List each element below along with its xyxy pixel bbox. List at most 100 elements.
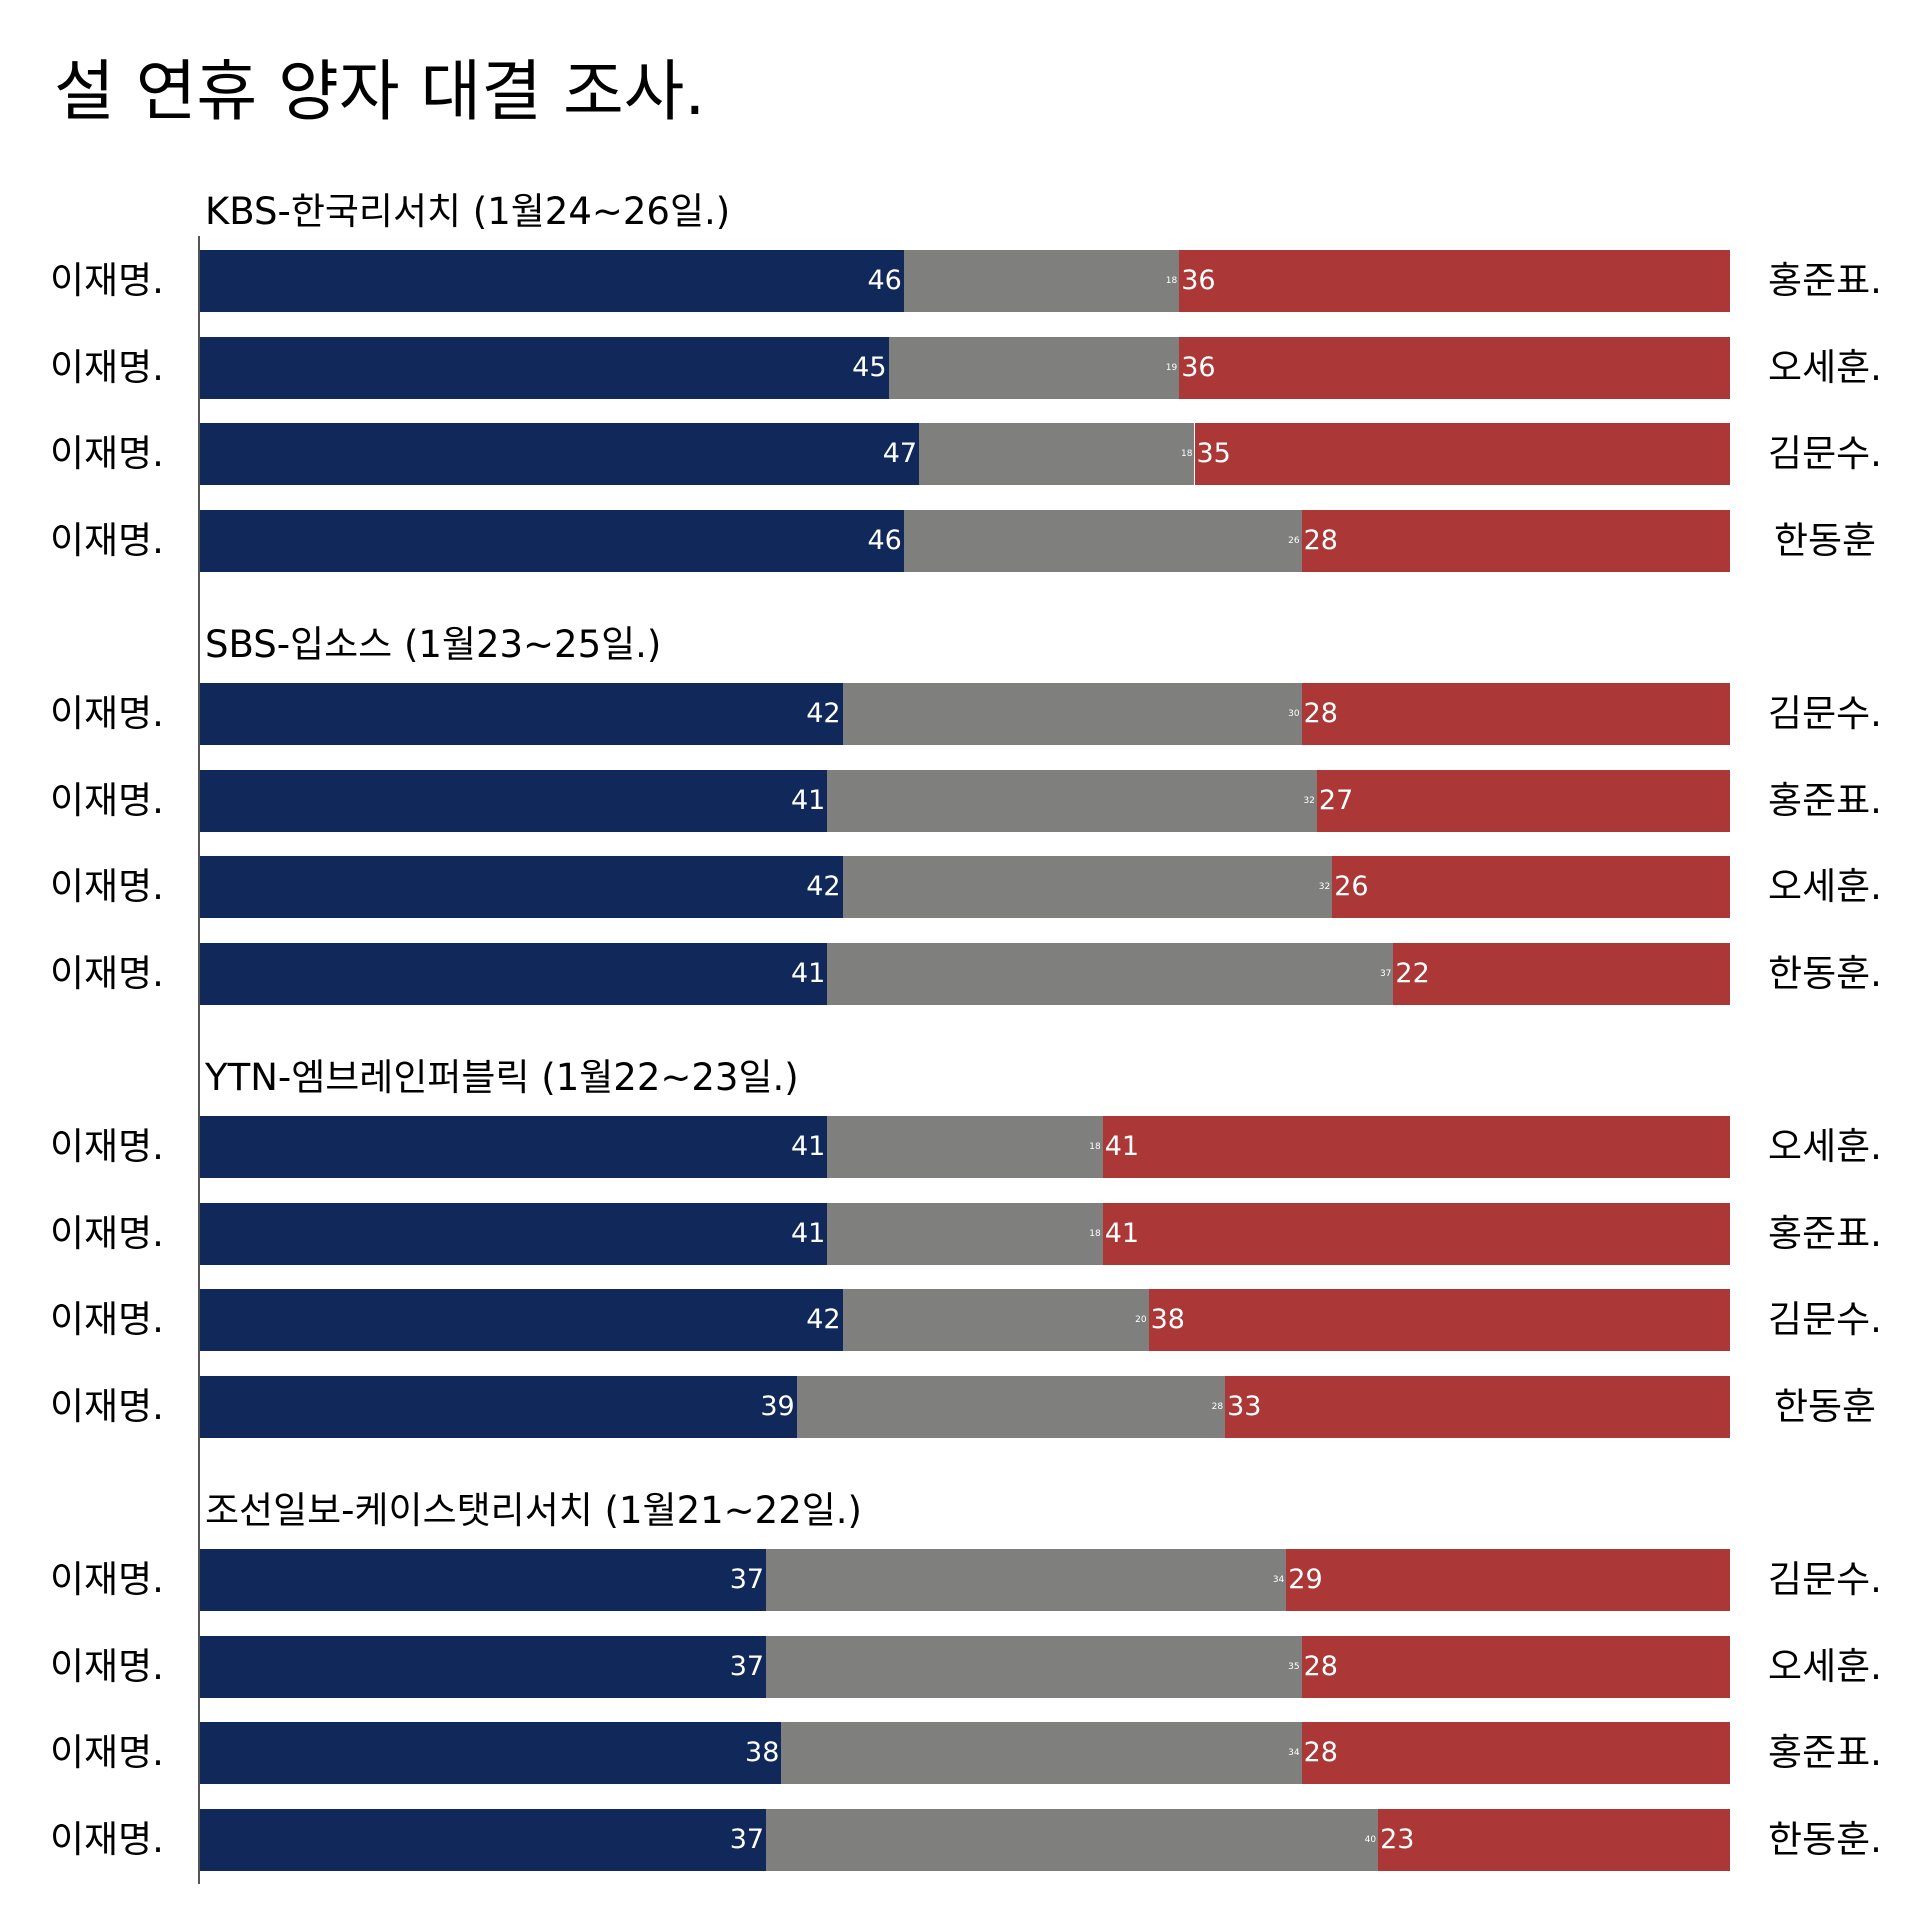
bar-segment-undecided xyxy=(827,1116,1103,1178)
bar-segment-b xyxy=(1378,1808,1730,1871)
data-label-undecided: 34 xyxy=(1288,1748,1300,1758)
bar-segment-undecided xyxy=(842,856,1333,918)
bar-segment-a xyxy=(200,1722,782,1784)
bar-segment-b xyxy=(1179,250,1730,312)
bar-segment-undecided xyxy=(903,509,1302,572)
data-label-b: 36 xyxy=(1181,351,1216,383)
candidate-right-label: 오세훈. xyxy=(1768,1125,1882,1168)
bar-segment-b xyxy=(1225,1375,1730,1438)
data-label-a: 42 xyxy=(806,1304,841,1335)
bar-segment-a xyxy=(200,1549,767,1611)
bar-row: 41 37 22 xyxy=(200,942,1730,1005)
bar-segment-undecided xyxy=(766,1808,1379,1871)
data-label-b: 28 xyxy=(1303,1737,1338,1768)
bar-segment-a xyxy=(200,1375,797,1438)
bar-row: 41 32 27 xyxy=(200,769,1730,832)
data-label-a: 39 xyxy=(760,1390,795,1422)
candidate-left-label: 이재명. xyxy=(50,259,164,302)
data-label-a: 46 xyxy=(867,524,902,556)
bar-row: 38 34 28 xyxy=(200,1722,1730,1784)
candidate-left-label: 이재명. xyxy=(50,1558,164,1601)
data-label-a: 46 xyxy=(867,265,902,296)
bar-row: 37 35 28 xyxy=(200,1635,1730,1698)
bar-segment-undecided xyxy=(842,1289,1149,1351)
bar-segment-b xyxy=(1393,942,1730,1005)
bar-segment-a xyxy=(200,856,843,918)
candidate-left-label: 이재명. xyxy=(50,951,164,995)
candidate-right-label: 한동훈 xyxy=(1773,518,1877,562)
candidate-left-label: 이재명. xyxy=(50,345,164,389)
data-label-b: 28 xyxy=(1303,1650,1338,1682)
bar-segment-b xyxy=(1286,1549,1730,1611)
data-label-a: 41 xyxy=(790,1131,826,1162)
data-label-b: 29 xyxy=(1288,1564,1323,1595)
data-label-undecided: 20 xyxy=(1135,1315,1147,1325)
data-label-a: 37 xyxy=(729,1564,765,1595)
bar-segment-b xyxy=(1332,856,1730,918)
candidate-right-label: 한동훈. xyxy=(1768,1817,1882,1861)
data-label-b: 26 xyxy=(1334,871,1369,902)
bar-row: 41 18 41 xyxy=(200,1116,1730,1178)
bar-segment-undecided xyxy=(842,683,1302,745)
candidate-right-label: 홍준표. xyxy=(1768,1731,1882,1774)
data-label-a: 45 xyxy=(852,351,887,383)
bar-row: 37 40 23 xyxy=(200,1808,1730,1871)
bar-row: 42 20 38 xyxy=(200,1289,1730,1351)
candidate-left-label: 이재명. xyxy=(50,865,164,908)
bar-segment-b xyxy=(1301,683,1730,745)
bar-row: 37 34 29 xyxy=(200,1549,1730,1611)
bar-segment-b xyxy=(1102,1202,1730,1265)
bar-segment-undecided xyxy=(827,942,1394,1005)
bar-segment-a xyxy=(200,1202,828,1265)
candidate-left-label: 이재명. xyxy=(50,1644,164,1688)
bar-segment-b xyxy=(1148,1289,1730,1351)
bar-segment-undecided xyxy=(919,423,1195,485)
bar-segment-undecided xyxy=(766,1549,1287,1611)
bar-segment-undecided xyxy=(781,1722,1302,1784)
data-label-a: 37 xyxy=(729,1650,765,1682)
bar-segment-a xyxy=(200,336,889,399)
poll-group-title: SBS-입소스 (1월23~25일.) xyxy=(205,623,662,666)
bar-segment-a xyxy=(200,769,828,832)
bar-row: 42 30 28 xyxy=(200,683,1730,745)
bar-segment-a xyxy=(200,1808,767,1871)
candidate-right-label: 홍준표. xyxy=(1768,778,1882,822)
data-label-a: 38 xyxy=(745,1737,780,1768)
candidate-left-label: 이재명. xyxy=(50,1211,164,1255)
bar-segment-undecided xyxy=(827,769,1317,832)
poll-group-title: KBS-한국리서치 (1월24~26일.) xyxy=(205,190,731,233)
data-label-undecided: 18 xyxy=(1089,1142,1101,1152)
bar-segment-b xyxy=(1301,1722,1730,1784)
bar-segment-b xyxy=(1301,1635,1730,1698)
data-label-a: 37 xyxy=(729,1823,765,1855)
candidate-left-label: 이재명. xyxy=(50,1298,164,1341)
data-label-undecided: 28 xyxy=(1211,1401,1224,1412)
data-label-undecided: 35 xyxy=(1288,1661,1300,1672)
bar-segment-a xyxy=(200,942,828,1005)
bar-segment-a xyxy=(200,509,904,572)
candidate-left-label: 이재명. xyxy=(50,692,164,735)
data-label-undecided: 18 xyxy=(1089,1228,1101,1239)
bar-row: 46 26 28 xyxy=(200,509,1730,572)
candidate-right-label: 오세훈. xyxy=(1768,345,1882,389)
bar-segment-a xyxy=(200,423,920,485)
candidate-right-label: 한동훈 xyxy=(1773,1384,1877,1428)
data-label-a: 42 xyxy=(806,871,841,902)
candidate-left-label: 이재명. xyxy=(50,432,164,475)
candidate-right-label: 김문수. xyxy=(1768,1298,1882,1341)
data-label-undecided: 32 xyxy=(1318,882,1331,892)
data-label-undecided: 26 xyxy=(1288,535,1300,546)
data-label-undecided: 30 xyxy=(1288,709,1300,719)
bar-segment-undecided xyxy=(888,336,1180,399)
candidate-right-label: 홍준표. xyxy=(1768,1211,1882,1255)
bar-segment-b xyxy=(1316,769,1730,832)
bar-segment-a xyxy=(200,1635,767,1698)
data-label-a: 41 xyxy=(790,957,826,989)
data-label-a: 41 xyxy=(790,1217,826,1249)
bar-segment-a xyxy=(200,1116,828,1178)
candidate-right-label: 오세훈. xyxy=(1768,1644,1882,1688)
data-label-undecided: 34 xyxy=(1272,1575,1285,1585)
bar-row: 46 18 36 xyxy=(200,250,1730,312)
bar-row: 41 18 41 xyxy=(200,1202,1730,1265)
bar-row: 45 19 36 xyxy=(200,336,1730,399)
